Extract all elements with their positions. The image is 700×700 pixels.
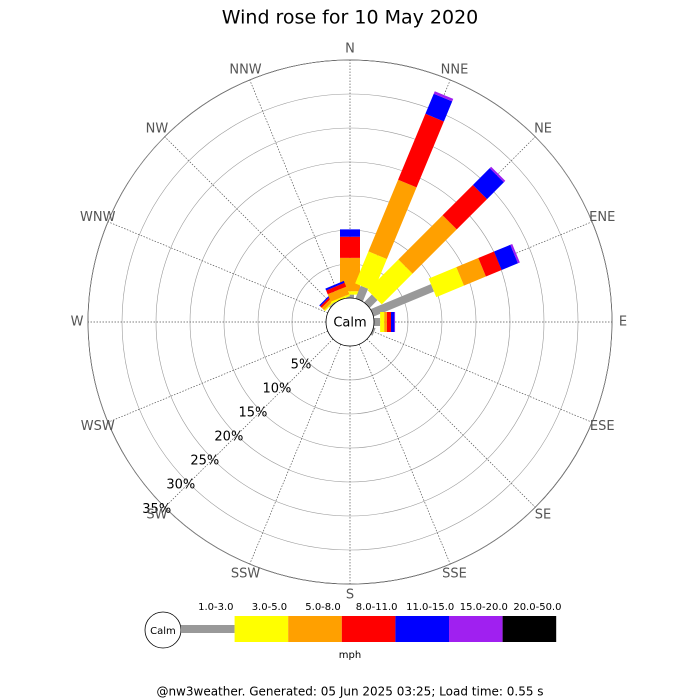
- rose-segment: [370, 327, 376, 336]
- rose-segment: [330, 294, 351, 304]
- rose-segment: [374, 318, 381, 326]
- rose-segment: [340, 257, 360, 292]
- legend-swatch: [395, 616, 449, 642]
- legend-label: 1.0-3.0: [198, 602, 233, 613]
- r-tick-label: 15%: [238, 406, 267, 421]
- legend-swatch: [288, 616, 342, 642]
- direction-label: NE: [534, 121, 552, 136]
- rose-segment: [510, 243, 520, 264]
- rose-segment: [398, 113, 444, 188]
- rose-segment: [493, 244, 518, 271]
- spoke: [107, 221, 328, 314]
- rose-segment: [340, 236, 360, 258]
- rose-segment: [472, 168, 504, 200]
- rose-segment: [355, 285, 369, 302]
- r-tick-label: 25%: [190, 454, 219, 469]
- spoke: [372, 330, 593, 423]
- legend-label: 5.0-8.0: [305, 602, 340, 613]
- spoke: [249, 79, 342, 300]
- legend-label: 15.0-20.0: [460, 602, 508, 613]
- spoke: [358, 344, 451, 565]
- r-tick-label: 35%: [142, 502, 171, 517]
- rose-segment: [478, 251, 502, 277]
- rose-segment: [367, 259, 413, 305]
- legend-calm-label: Calm: [150, 626, 176, 637]
- spoke: [164, 136, 334, 306]
- rose-segment: [394, 312, 396, 332]
- direction-label: SSE: [442, 567, 467, 582]
- r-tick-label: 5%: [291, 358, 312, 373]
- rose-segment: [327, 286, 350, 302]
- legend-label: 3.0-5.0: [252, 602, 287, 613]
- direction-label: ENE: [589, 210, 615, 225]
- footer: @nw3weather. Generated: 05 Jun 2025 03:2…: [156, 685, 543, 699]
- legend-label: 20.0-50.0: [513, 602, 561, 613]
- rose-segment: [370, 284, 435, 317]
- direction-label: E: [619, 315, 627, 330]
- direction-label: WSW: [81, 419, 115, 434]
- rose-segment: [398, 215, 457, 274]
- legend-label: 8.0-11.0: [356, 602, 398, 613]
- chart-title: Wind rose for 10 May 2020: [222, 7, 479, 29]
- direction-label: NW: [146, 121, 169, 136]
- spoke: [164, 338, 334, 508]
- grid-ring: [155, 127, 545, 517]
- rose-segment: [380, 312, 385, 332]
- rose-segment: [489, 166, 506, 183]
- direction-label: SSW: [231, 567, 261, 582]
- direction-label: SW: [146, 508, 167, 523]
- direction-label: NNW: [229, 62, 261, 77]
- rose-segment: [326, 282, 347, 295]
- r-tick-label: 30%: [166, 478, 195, 493]
- direction-label: WNW: [80, 210, 116, 225]
- legend-swatch: [341, 616, 396, 642]
- legend-label: 11.0-15.0: [406, 602, 454, 613]
- direction-label: S: [346, 588, 354, 603]
- r-tick-label: 10%: [262, 382, 291, 397]
- spoke: [107, 330, 328, 423]
- direction-label: SE: [535, 508, 551, 523]
- rose-segment: [355, 251, 387, 292]
- rose-segment: [391, 312, 395, 332]
- legend-swatch: [181, 625, 235, 633]
- calm-circle: [325, 297, 375, 347]
- rose-segment: [340, 229, 360, 237]
- direction-label: NNE: [441, 62, 469, 77]
- rose-segment: [325, 280, 345, 291]
- rose-segment: [425, 93, 453, 122]
- rose-segment: [456, 258, 486, 286]
- rose-segment: [364, 294, 378, 308]
- direction-label: ESE: [590, 419, 615, 434]
- r-tick-label: 20%: [214, 430, 243, 445]
- rose-segment: [433, 91, 454, 102]
- legend-swatch: [234, 616, 289, 642]
- calm-label: Calm: [333, 316, 366, 331]
- spoke: [366, 338, 536, 508]
- spoke: [249, 344, 342, 565]
- legend-swatch: [502, 616, 557, 642]
- legend-unit: mph: [339, 650, 361, 661]
- rose-segment: [368, 179, 417, 260]
- rose-segment: [329, 301, 336, 308]
- direction-label: N: [345, 42, 355, 57]
- rose-segment: [428, 267, 464, 298]
- rose-segment: [384, 312, 387, 332]
- rose-segment: [386, 312, 391, 332]
- rose-segment: [442, 184, 488, 230]
- legend-swatch: [449, 616, 503, 642]
- direction-label: W: [71, 315, 84, 330]
